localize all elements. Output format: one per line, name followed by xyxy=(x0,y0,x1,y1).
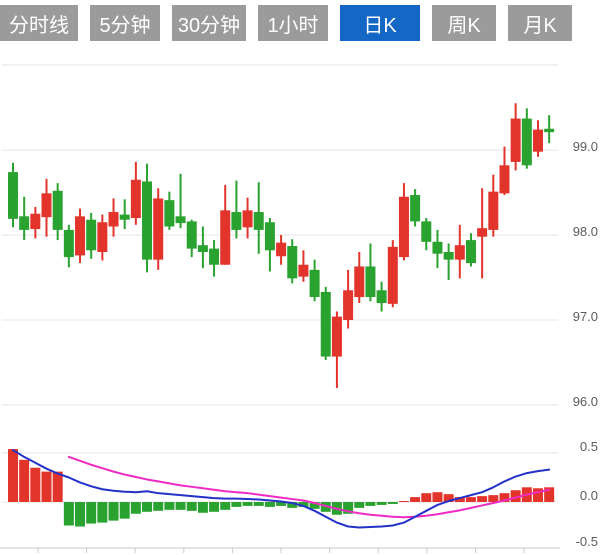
tab-daily-k[interactable]: 日K xyxy=(340,5,420,41)
gridlines xyxy=(0,64,560,553)
tab-monthly-k[interactable]: 月K xyxy=(508,5,572,41)
svg-text:98.0: 98.0 xyxy=(573,224,598,239)
timeframe-tabs: 分时线 5分钟 30分钟 1小时 日K 周K 月K xyxy=(0,5,572,41)
tab-weekly-k[interactable]: 周K xyxy=(432,5,496,41)
svg-text:-0.5: -0.5 xyxy=(576,534,598,549)
candlestick-series xyxy=(8,103,555,388)
tab-1hour[interactable]: 1小时 xyxy=(258,5,328,41)
macd-lines xyxy=(12,449,551,529)
svg-text:0.0: 0.0 xyxy=(580,488,598,503)
svg-text:99.0: 99.0 xyxy=(573,139,598,154)
svg-text:96.0: 96.0 xyxy=(573,394,598,409)
tab-time-share[interactable]: 分时线 xyxy=(0,5,78,41)
axis-labels: 99.0 98.0 97.0 96.0 0.5 0.0 -0.5 xyxy=(573,139,598,549)
svg-text:97.0: 97.0 xyxy=(573,309,598,324)
macd-histogram xyxy=(8,449,555,527)
tab-30min[interactable]: 30分钟 xyxy=(172,5,246,41)
tab-5min[interactable]: 5分钟 xyxy=(90,5,160,41)
svg-text:0.5: 0.5 xyxy=(580,439,598,454)
